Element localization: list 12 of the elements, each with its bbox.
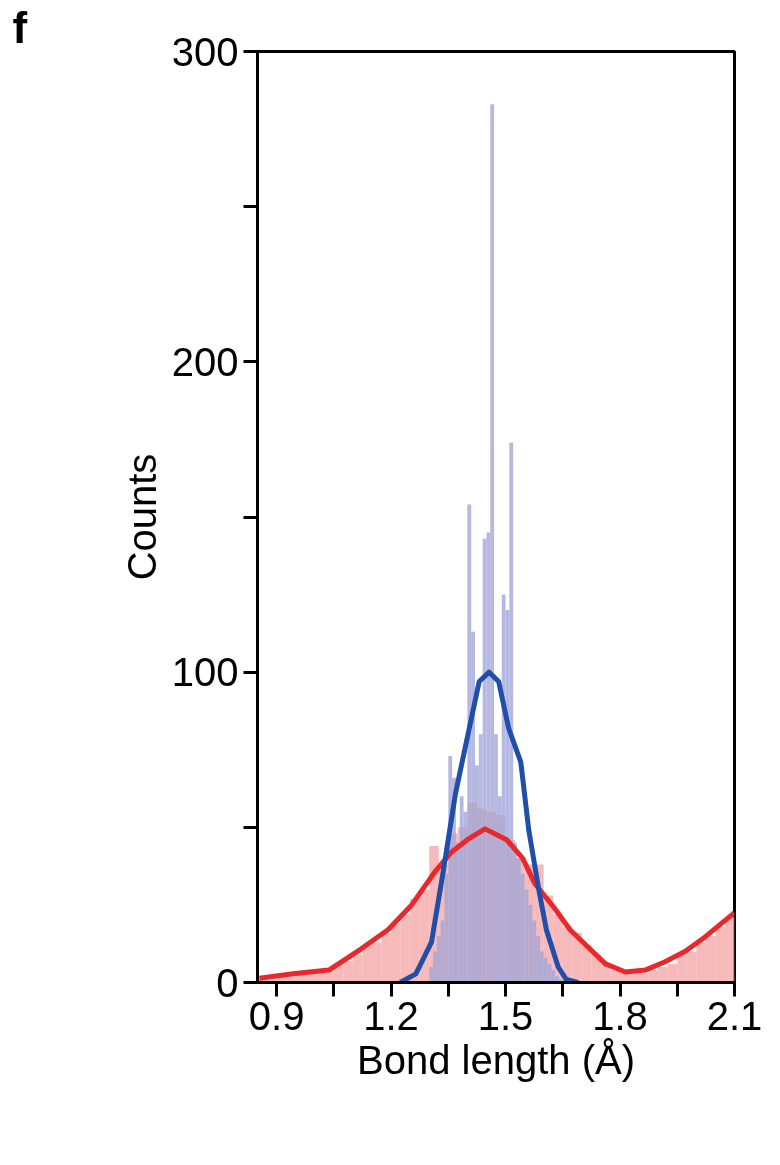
x-tick-label: 1.8 (592, 993, 648, 1038)
x-tick-label: 0.9 (248, 993, 305, 1038)
y-tick-label: 0 (216, 960, 239, 1005)
y-axis-title: Counts (119, 453, 164, 581)
text: f (12, 2, 28, 52)
y-tick-label: 200 (171, 339, 239, 384)
x-tick-label: 1.5 (477, 993, 534, 1038)
x-axis-title: Bond length (Å) (357, 1037, 635, 1082)
y-tick-label: 100 (171, 650, 239, 695)
x-tick-label: 1.2 (363, 993, 419, 1038)
x-tick-label: 2.1 (706, 993, 763, 1038)
y-tick-label: 300 (171, 29, 239, 74)
